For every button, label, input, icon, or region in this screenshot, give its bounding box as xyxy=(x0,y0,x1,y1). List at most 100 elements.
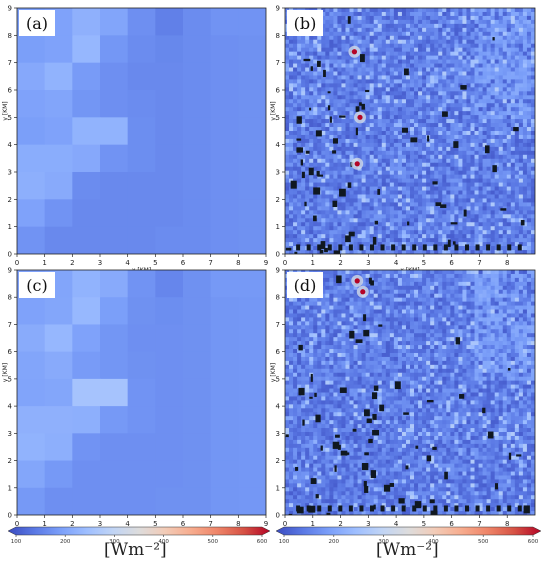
field-cell xyxy=(462,16,466,20)
field-cell xyxy=(414,155,418,159)
field-cell xyxy=(462,306,466,310)
field-cell xyxy=(398,246,402,250)
heatmap-cell xyxy=(17,117,45,145)
field-cell xyxy=(402,32,406,36)
field-cell xyxy=(309,206,313,210)
field-cell xyxy=(370,68,374,72)
field-cell xyxy=(527,36,531,40)
field-cell xyxy=(450,313,454,317)
field-cell xyxy=(418,274,422,278)
field-cell xyxy=(325,183,329,187)
field-cell xyxy=(454,79,458,83)
field-cell xyxy=(479,147,483,151)
field-cell xyxy=(450,60,454,64)
field-cell xyxy=(333,28,337,32)
field-cell xyxy=(386,83,390,87)
field-cell xyxy=(519,294,523,298)
field-cell xyxy=(354,206,358,210)
field-cell xyxy=(430,12,434,16)
field-cell xyxy=(458,56,462,60)
field-cell xyxy=(390,155,394,159)
field-cell xyxy=(329,8,333,12)
field-cell xyxy=(398,16,402,20)
field-cell xyxy=(458,159,462,163)
field-cell xyxy=(527,238,531,242)
field-cell xyxy=(519,111,523,115)
field-cell xyxy=(398,20,402,24)
field-cell xyxy=(450,286,454,290)
field-cell xyxy=(442,75,446,79)
field-cell xyxy=(297,40,301,44)
field-cell xyxy=(426,290,430,294)
field-cell xyxy=(523,159,527,163)
field-cell xyxy=(450,290,454,294)
field-cell xyxy=(402,310,406,314)
field-cell xyxy=(366,302,370,306)
field-cell xyxy=(442,282,446,286)
field-cell xyxy=(289,48,293,52)
field-cell xyxy=(341,28,345,32)
field-cell xyxy=(358,298,362,302)
field-cell xyxy=(350,302,354,306)
field-cell xyxy=(470,183,474,187)
field-cell xyxy=(321,60,325,64)
field-cell xyxy=(333,8,337,12)
field-cell xyxy=(414,282,418,286)
field-cell xyxy=(491,306,495,310)
field-cell xyxy=(475,286,479,290)
field-cell xyxy=(297,52,301,56)
field-cell xyxy=(354,40,358,44)
field-cell xyxy=(495,230,499,234)
field-cell xyxy=(466,294,470,298)
field-cell xyxy=(495,24,499,28)
field-cell xyxy=(297,194,301,198)
heatmap-cell xyxy=(128,90,156,118)
field-cell xyxy=(446,286,450,290)
field-cell xyxy=(426,302,430,306)
field-cell xyxy=(402,8,406,12)
field-cell xyxy=(487,52,491,56)
field-cell xyxy=(470,139,474,143)
field-cell xyxy=(350,107,354,111)
field-cell xyxy=(511,278,515,282)
field-cell xyxy=(345,40,349,44)
field-cell xyxy=(442,56,446,60)
field-cell xyxy=(333,68,337,72)
heatmap-cell xyxy=(238,8,266,36)
field-cell xyxy=(390,44,394,48)
field-cell xyxy=(426,202,430,206)
field-cell xyxy=(345,71,349,75)
panel-label-text: (a) xyxy=(26,14,48,33)
field-cell xyxy=(426,230,430,234)
field-cell xyxy=(527,306,531,310)
field-cell xyxy=(345,99,349,103)
field-cell xyxy=(487,286,491,290)
field-cell xyxy=(293,226,297,230)
field-cell xyxy=(358,222,362,226)
field-cell xyxy=(293,103,297,107)
field-cell xyxy=(301,242,305,246)
field-cell xyxy=(382,111,386,115)
field-cell xyxy=(454,127,458,131)
field-cell xyxy=(466,222,470,226)
field-cell xyxy=(394,20,398,24)
field-cell xyxy=(370,28,374,32)
field-cell xyxy=(341,282,345,286)
field-cell xyxy=(418,175,422,179)
field-cell xyxy=(430,163,434,167)
field-cell xyxy=(487,274,491,278)
field-cell xyxy=(386,99,390,103)
field-cell xyxy=(475,226,479,230)
field-cell xyxy=(515,214,519,218)
field-cell xyxy=(430,40,434,44)
field-cell xyxy=(527,171,531,175)
field-cell xyxy=(434,48,438,52)
field-cell xyxy=(418,139,422,143)
field-cell xyxy=(523,83,527,87)
field-cell xyxy=(293,36,297,40)
field-cell xyxy=(458,163,462,167)
field-cell xyxy=(450,246,454,250)
field-cell xyxy=(475,12,479,16)
field-cell xyxy=(321,206,325,210)
field-cell xyxy=(470,159,474,163)
